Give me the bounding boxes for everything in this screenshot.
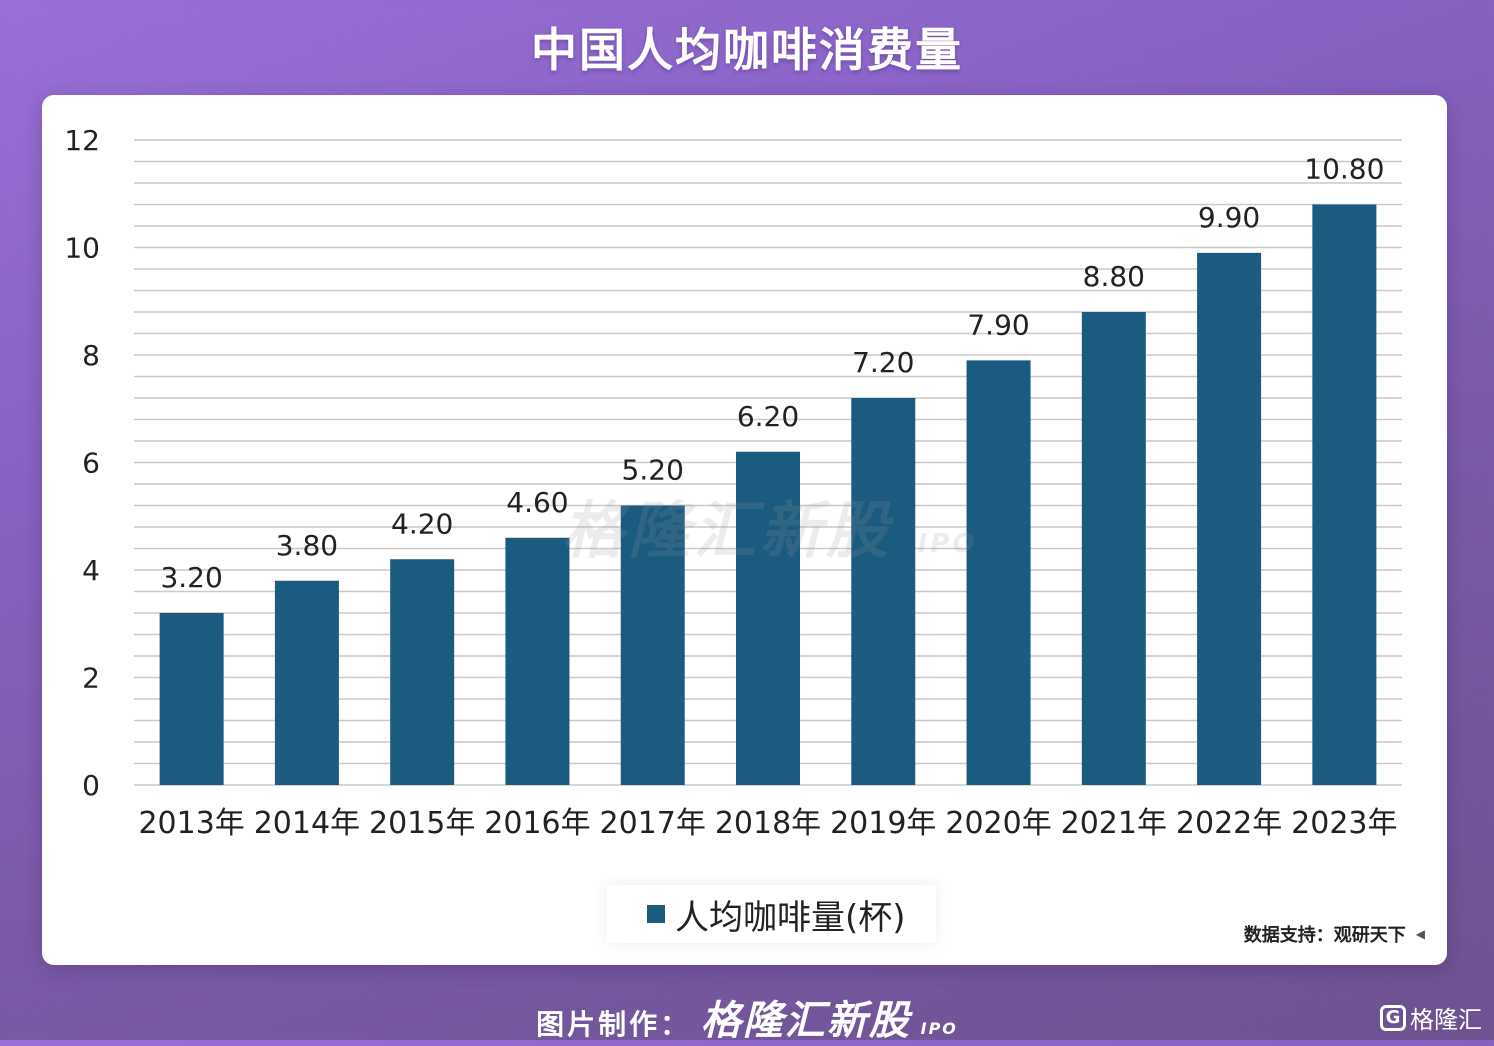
bar [851,398,916,785]
x-tick-label: 2022年 [1176,806,1282,841]
data-label: 4.60 [506,486,568,519]
y-tick-label: 12 [64,124,100,157]
x-tick-label: 2014年 [254,806,360,841]
y-tick-label: 8 [82,339,100,372]
footer-ipo: IPO [920,1019,958,1038]
bar [620,505,685,785]
bar-chart: 0 2 4 6 8 10 12 3.20 3.80 4.20 4.60 5.20 6.20 7.20 7.… [64,124,1402,841]
data-label: 10.80 [1304,153,1384,186]
bar [1312,204,1377,785]
x-tick-label: 2018年 [715,806,821,841]
corner-logo: G 格隆汇 [1380,1000,1482,1035]
bar [505,537,570,785]
data-label: 8.80 [1083,260,1145,293]
page-title: 中国人均咖啡消费量 [531,23,963,77]
corner-logo-text: 格隆汇 [1410,1006,1482,1034]
x-tick-label: 2013年 [138,806,244,841]
footer: 图片制作： 格隆汇新股 IPO [0,988,1494,1046]
data-label: 3.20 [160,561,222,594]
bar [159,613,224,785]
data-label: 6.20 [737,400,799,433]
x-axis-ticks: 2013年 2014年 2015年 2016年 2017年 2018年 2019年 2020年… [138,806,1397,841]
legend: 人均咖啡量(杯) [607,885,936,943]
data-label: 7.20 [852,346,914,379]
y-tick-label: 6 [82,447,100,480]
y-tick-label: 0 [82,769,100,802]
x-tick-label: 2017年 [600,806,706,841]
data-label: 4.20 [391,507,453,540]
x-tick-label: 2020年 [945,806,1051,841]
source-note: 数据支持：观研天下 ◀ [1244,921,1425,947]
bar [1197,252,1262,785]
y-tick-label: 2 [82,662,100,695]
data-label: 5.20 [622,454,684,487]
data-label: 9.90 [1198,201,1260,234]
logo-g-icon: G [1380,1004,1406,1031]
bar [1081,312,1146,785]
y-tick-label: 10 [64,232,100,265]
data-labels: 3.20 3.80 4.20 4.60 5.20 6.20 7.20 7.90 8.80 9.90… [160,153,1384,595]
footer-prefix: 图片制作： [536,1008,692,1041]
data-label: 7.90 [967,308,1029,341]
data-label: 3.80 [276,529,338,562]
legend-swatch-icon [647,905,665,923]
caret-left-icon: ◀ [1415,927,1425,941]
x-tick-label: 2019年 [830,806,936,841]
footer-brand: 格隆汇新股 [700,998,911,1044]
y-tick-label: 4 [82,554,100,587]
x-tick-label: 2021年 [1061,806,1167,841]
bar [390,559,455,785]
bar [736,451,800,785]
bars [159,204,1377,785]
x-tick-label: 2023年 [1291,806,1397,841]
y-axis-ticks: 0 2 4 6 8 10 12 [64,124,100,802]
x-tick-label: 2016年 [484,806,590,841]
bar [966,360,1031,785]
bar [274,580,339,785]
legend-label: 人均咖啡量(杯) [675,897,906,938]
source-text: 数据支持：观研天下 [1243,925,1406,946]
chart-panel: 0 2 4 6 8 10 12 3.20 3.80 4.20 4.60 5.20 6.20 7.20 7.… [42,95,1447,965]
x-tick-label: 2015年 [369,806,475,841]
